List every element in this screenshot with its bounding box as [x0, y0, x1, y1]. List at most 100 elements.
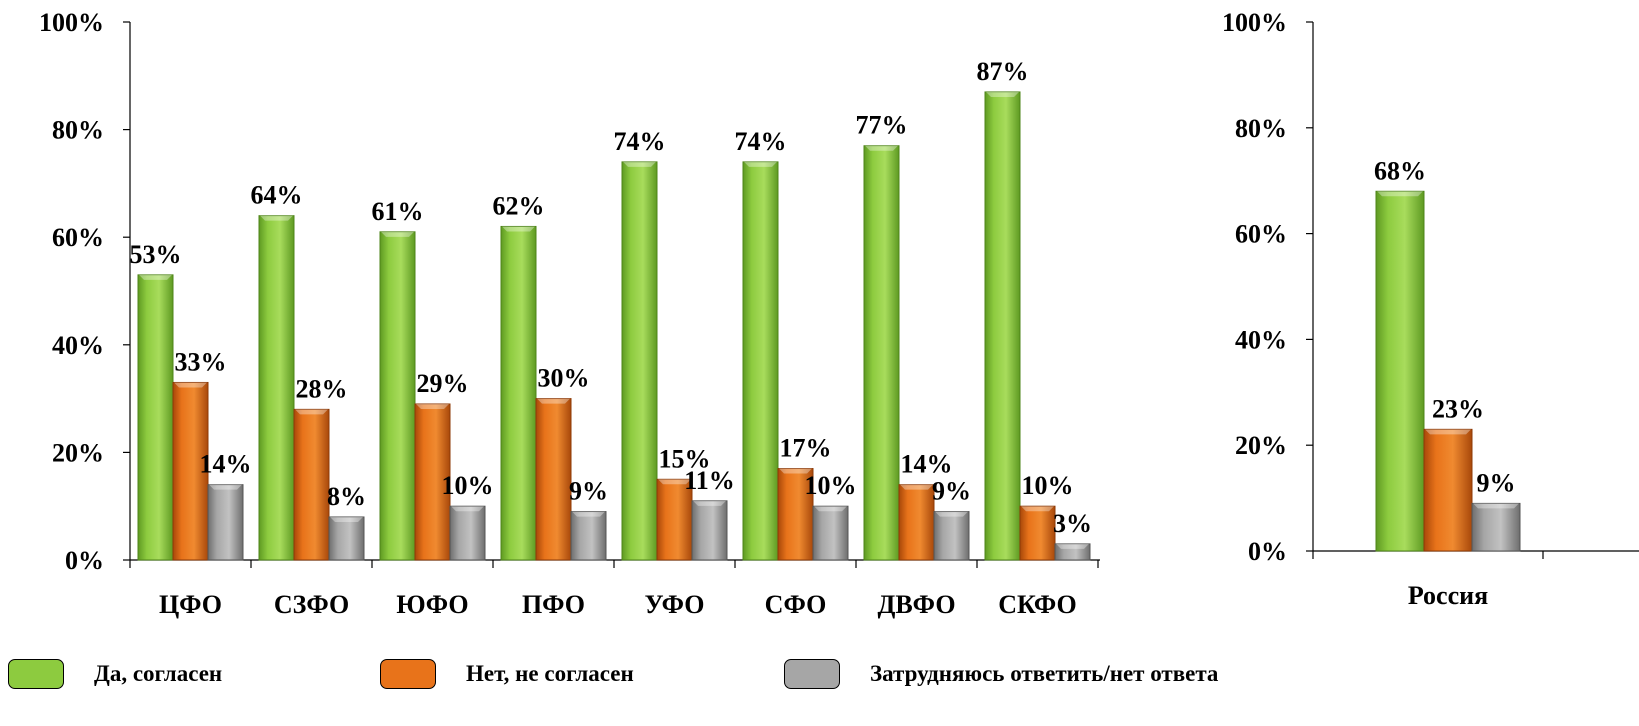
y-tick-label: 0%: [1248, 537, 1287, 566]
data-label-unsure: 10%: [442, 471, 494, 500]
bar-no: [293, 408, 330, 561]
y-tick-label: 100%: [39, 8, 104, 37]
bar-unsure: [449, 505, 486, 561]
bar-yes: [742, 161, 779, 561]
bar-cap-no: [658, 479, 691, 485]
legend-item-unsure: Затрудняюсь ответить/нет ответа: [784, 656, 1218, 692]
data-label-no: 29%: [417, 369, 469, 398]
data-label-yes: 61%: [372, 197, 424, 226]
category-label: СЗФО: [274, 590, 349, 619]
data-label-unsure: 11%: [684, 466, 735, 495]
bar-unsure: [691, 500, 728, 561]
y-tick-label: 40%: [52, 331, 104, 360]
legend-swatch-unsure: [784, 659, 840, 689]
bar-no: [172, 381, 209, 561]
category-label: СФО: [765, 590, 827, 619]
data-label-no: 30%: [538, 364, 590, 393]
data-label-unsure: 9%: [932, 477, 971, 506]
bar-unsure: [1471, 502, 1521, 552]
bar-cap-no: [174, 382, 207, 388]
data-label-no: 23%: [1432, 394, 1484, 423]
data-label-yes: 74%: [614, 127, 666, 156]
legend-label-unsure: Затрудняюсь ответить/нет ответа: [870, 661, 1219, 686]
bar-cap-yes: [744, 161, 777, 167]
bar-yes: [379, 231, 416, 561]
bar-cap-yes: [502, 226, 535, 232]
bar-unsure: [1054, 543, 1091, 561]
bar-yes: [500, 225, 537, 561]
y-tick-label: 60%: [52, 223, 104, 252]
chart-legend: Да, согласен Нет, не согласен Затрудняюс…: [0, 656, 1639, 696]
bar-no: [898, 484, 935, 561]
category-label: СКФО: [998, 590, 1077, 619]
data-label-unsure: 14%: [200, 450, 252, 479]
bar-unsure: [570, 511, 607, 561]
bar-cap-yes: [1377, 191, 1423, 197]
bar-no: [535, 398, 572, 561]
legend-item-no: Нет, не согласен: [380, 656, 634, 692]
bar-no: [414, 403, 451, 561]
bar-cap-yes: [986, 91, 1019, 97]
bar-yes: [863, 145, 900, 561]
bar-cap-yes: [865, 145, 898, 151]
bar-unsure: [328, 516, 365, 561]
data-label-yes: 62%: [493, 191, 545, 220]
bar-yes: [258, 215, 295, 561]
bar-unsure: [207, 484, 244, 561]
bar-unsure: [812, 505, 849, 561]
bar-cap-yes: [260, 215, 293, 221]
y-tick-label: 60%: [1235, 220, 1287, 249]
bar-cap-yes: [623, 161, 656, 167]
data-label-unsure: 9%: [1477, 468, 1516, 497]
y-tick-label: 40%: [1235, 325, 1287, 354]
legend-item-yes: Да, согласен: [8, 656, 222, 692]
bar-yes: [621, 161, 658, 561]
bar-no: [1019, 505, 1056, 561]
y-tick-label: 80%: [1235, 114, 1287, 143]
y-tick-label: 20%: [1235, 431, 1287, 460]
bar-cap-no: [1021, 506, 1054, 512]
data-label-unsure: 10%: [805, 471, 857, 500]
data-label-unsure: 8%: [327, 482, 366, 511]
y-tick-label: 100%: [1222, 8, 1287, 37]
legend-label-no: Нет, не согласен: [466, 661, 634, 686]
y-tick-label: 80%: [52, 116, 104, 145]
bar-cap-no: [537, 398, 570, 404]
bar-unsure: [933, 511, 970, 561]
bar-cap-unsure: [935, 511, 968, 517]
data-label-yes: 53%: [130, 240, 182, 269]
bar-cap-unsure: [572, 511, 605, 517]
data-label-yes: 64%: [251, 181, 303, 210]
data-label-no: 17%: [780, 434, 832, 463]
data-label-yes: 74%: [735, 127, 787, 156]
category-label: ЦФО: [159, 590, 222, 619]
data-label-no: 28%: [296, 374, 348, 403]
data-label-yes: 68%: [1374, 156, 1426, 185]
bar-cap-unsure: [451, 506, 484, 512]
bar-cap-yes: [139, 274, 172, 280]
bar-cap-unsure: [1473, 503, 1519, 509]
y-tick-label: 0%: [65, 546, 104, 575]
bar-cap-unsure: [209, 484, 242, 490]
bar-cap-unsure: [330, 516, 363, 522]
bar-cap-yes: [381, 231, 414, 237]
bar-cap-unsure: [814, 506, 847, 512]
data-label-unsure: 9%: [569, 477, 608, 506]
bar-yes: [984, 91, 1021, 561]
bar-cap-unsure: [1056, 543, 1089, 549]
category-label: УФО: [644, 590, 704, 619]
data-label-no: 33%: [175, 347, 227, 376]
y-tick-label: 20%: [52, 438, 104, 467]
bar-cap-no: [1425, 429, 1471, 435]
bar-no: [1423, 428, 1473, 552]
bar-cap-no: [779, 468, 812, 474]
category-label: Россия: [1408, 581, 1488, 610]
legend-swatch-yes: [8, 659, 64, 689]
category-label: ЮФО: [396, 590, 468, 619]
data-label-no: 10%: [1022, 471, 1074, 500]
data-label-yes: 87%: [977, 57, 1029, 86]
bar-yes: [137, 274, 174, 561]
data-label-no: 15%: [659, 444, 711, 473]
